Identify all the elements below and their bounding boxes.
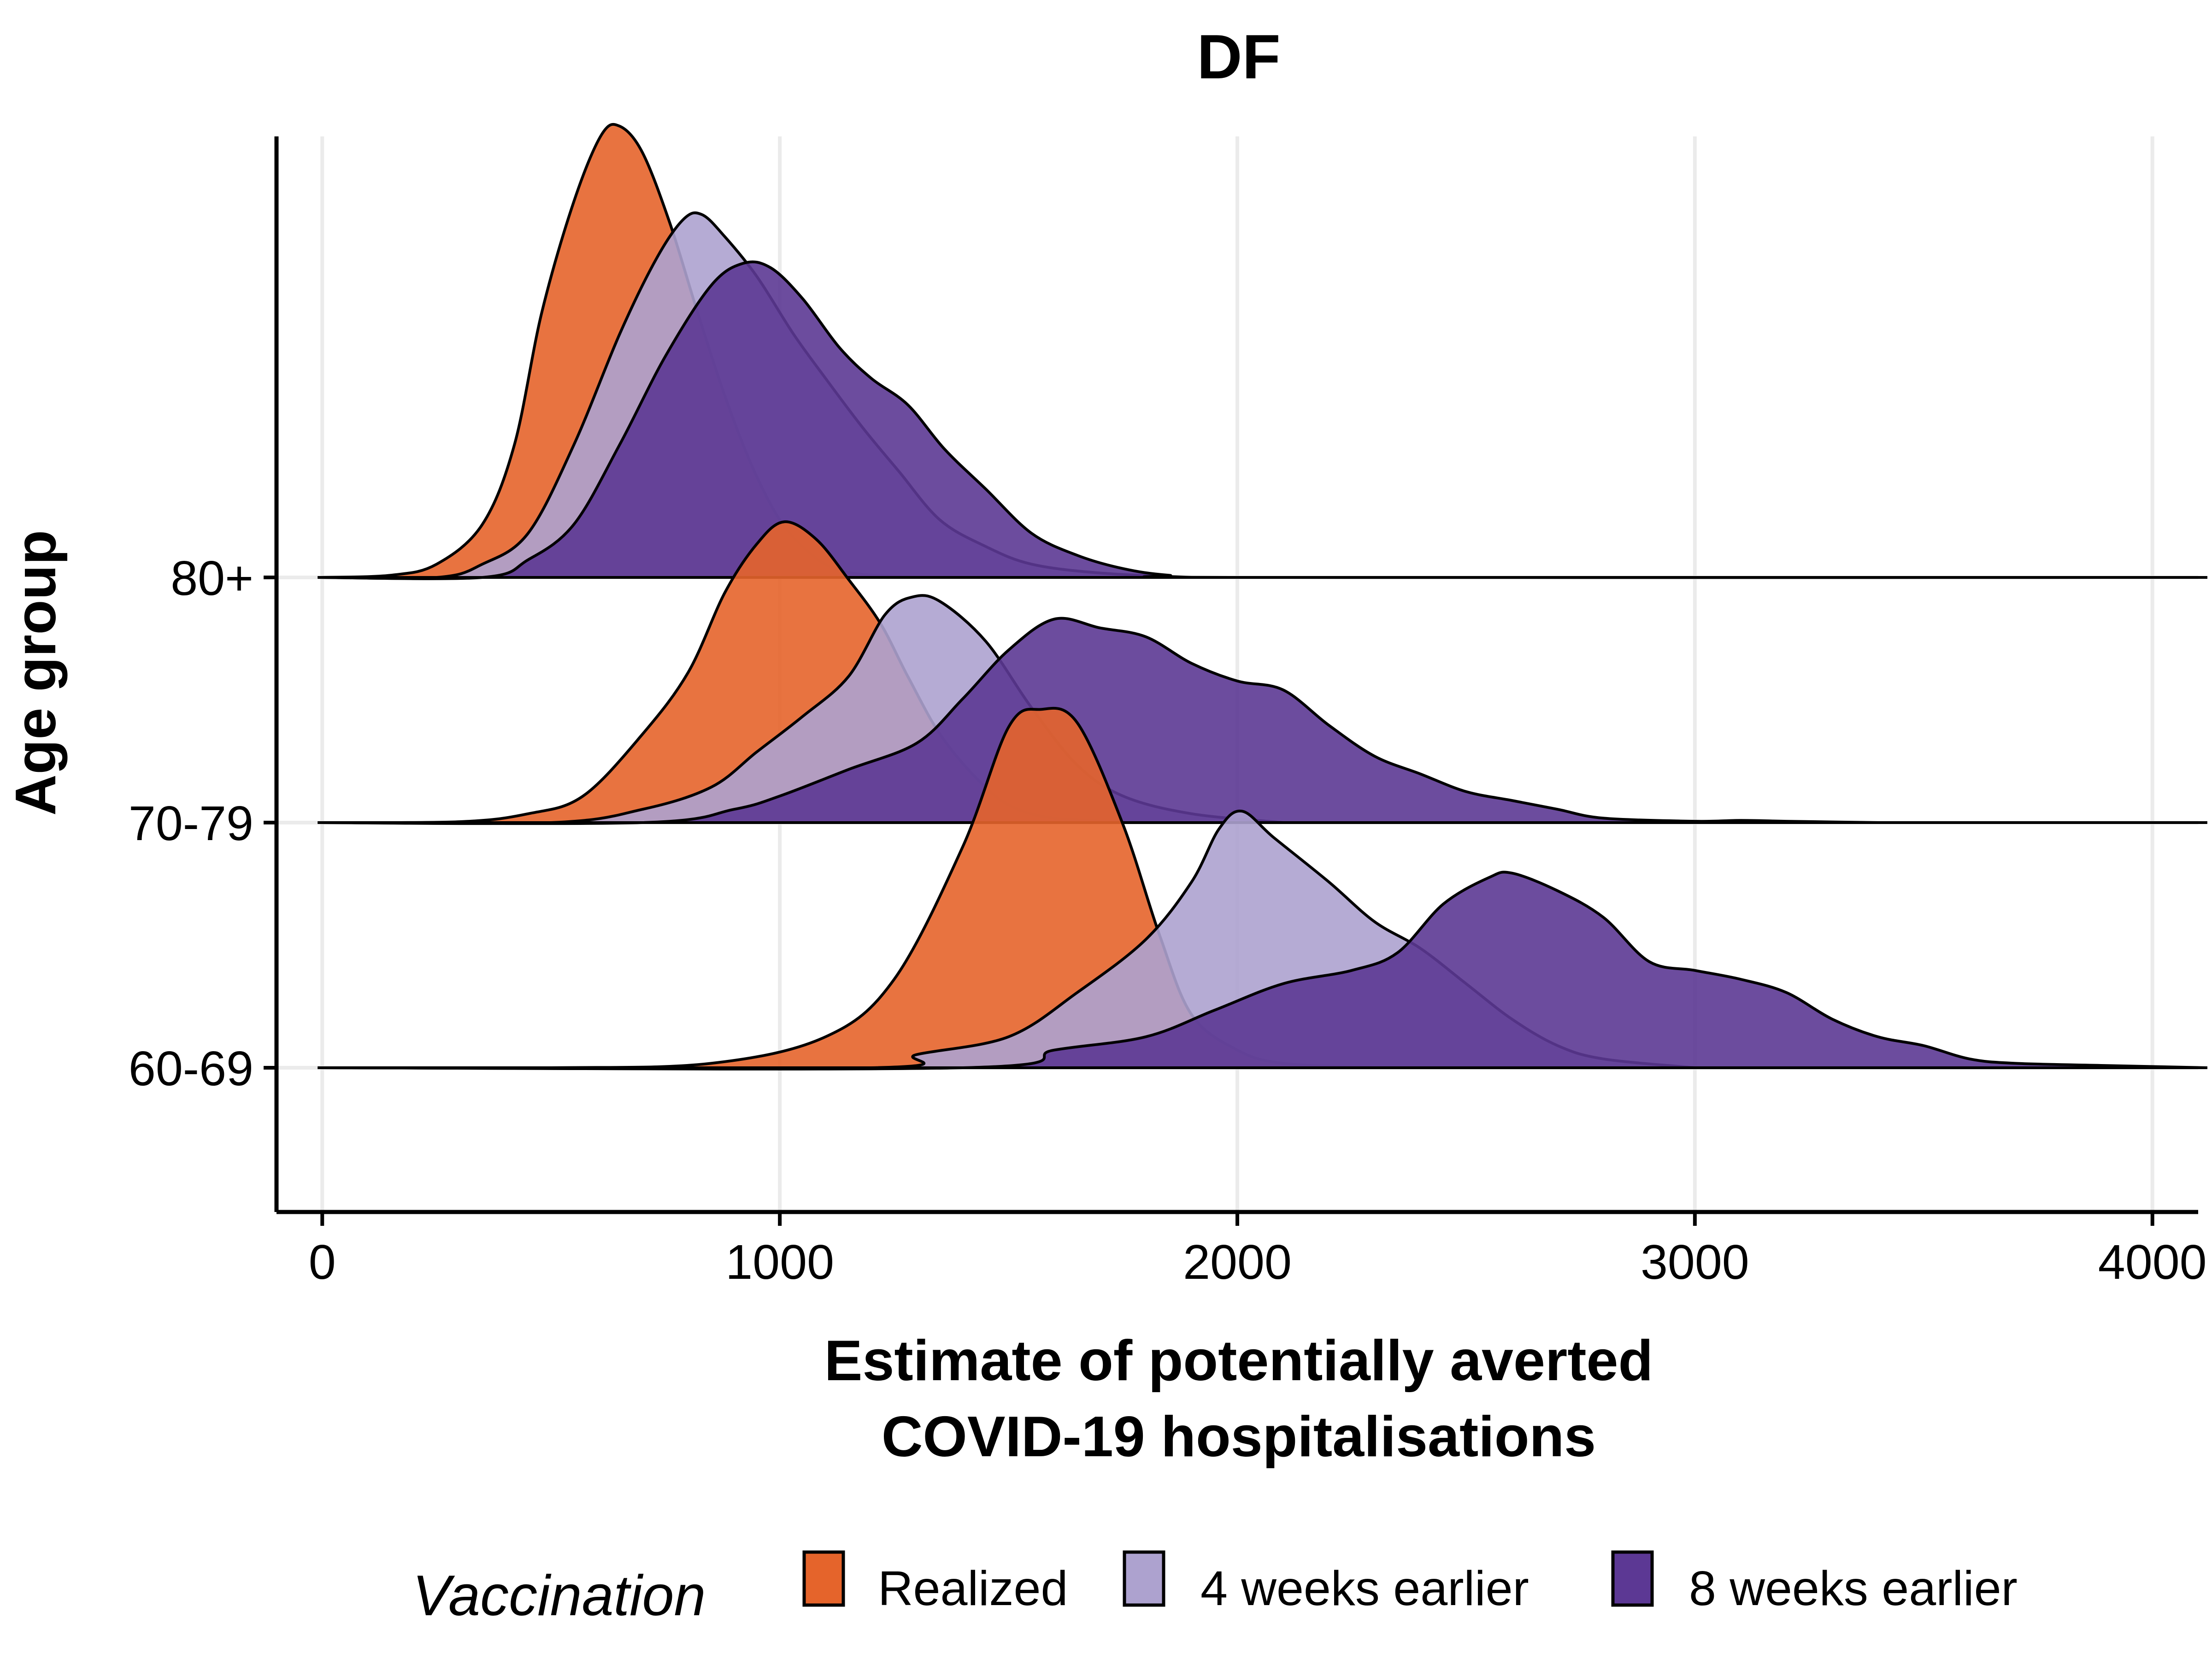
x-axis-title-line-2: COVID-19 hospitalisations (882, 1405, 1596, 1469)
density-outline-8-weeks-earlier (318, 871, 2207, 1071)
legend-title: Vaccination (412, 1564, 706, 1628)
chart-title: DF (1197, 22, 1280, 92)
x-axis-title-line-1: Estimate of potentially averted (824, 1329, 1653, 1393)
x-tick-label: 2000 (1183, 1235, 1292, 1289)
x-tick-label: 1000 (725, 1235, 834, 1289)
y-tick-label: 80+ (171, 551, 253, 606)
y-tick-label: 60-69 (129, 1041, 253, 1096)
legend-label-8-weeks-earlier: 8 weeks earlier (1689, 1561, 2018, 1616)
y-tick-label: 70-79 (129, 796, 253, 851)
ridge-group-60-69 (318, 706, 2207, 1071)
legend-label-4-weeks-earlier: 4 weeks earlier (1200, 1561, 1529, 1616)
y-axis-ticks: 60-69 70-79 80+ (129, 551, 275, 1096)
density-area-8-weeks-earlier (318, 618, 1878, 824)
density-area-8-weeks-earlier (318, 872, 2207, 1069)
legend: Vaccination Realized 4 weeks earlier 8 w… (412, 1550, 2018, 1628)
density-ridges (318, 123, 2207, 1071)
x-tick-label: 3000 (1641, 1235, 1749, 1289)
x-axis-ticks: 0 1000 2000 3000 4000 (309, 1214, 2207, 1289)
density-outline-8-weeks-earlier (318, 617, 1878, 825)
legend-swatch-8-weeks-earlier (1611, 1550, 1654, 1607)
ridge-group-80+ (318, 123, 2207, 580)
y-axis-title: Age group (4, 530, 68, 816)
x-tick-label: 0 (309, 1235, 336, 1289)
density-area-8-weeks-earlier (318, 262, 2207, 579)
x-tick-label: 4000 (2098, 1235, 2207, 1289)
legend-label-realized: Realized (878, 1561, 1068, 1616)
legend-swatch-4-weeks-earlier (1123, 1550, 1165, 1607)
legend-swatch-realized (802, 1550, 845, 1607)
